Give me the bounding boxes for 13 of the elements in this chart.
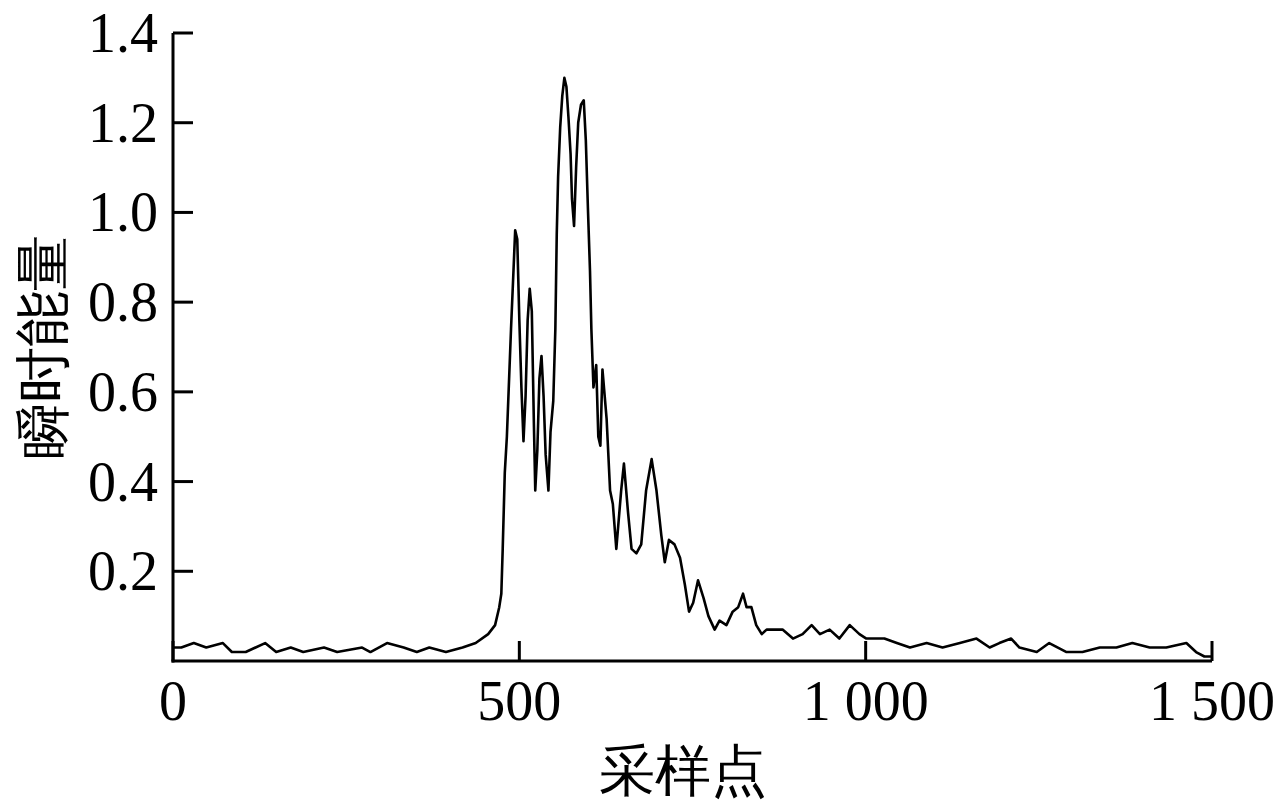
x-tick-label: 0 (159, 670, 187, 732)
y-tick-label: 1.0 (88, 181, 158, 244)
x-tick-label: 500 (477, 670, 562, 732)
y-tick-label: 0.6 (88, 360, 158, 423)
y-axis-title: 瞬时能量 (12, 235, 74, 459)
y-tick-label: 0.8 (88, 271, 158, 334)
y-tick-label: 0.4 (88, 450, 158, 513)
y-tick-label: 1.2 (88, 91, 158, 154)
x-tick-label: 1 000 (802, 670, 929, 732)
y-tick-label: 0.2 (88, 540, 158, 603)
x-axis-title: 采样点 (598, 740, 767, 802)
x-tick-label: 1 500 (1149, 670, 1275, 732)
y-tick-label: 1.4 (88, 2, 158, 64)
